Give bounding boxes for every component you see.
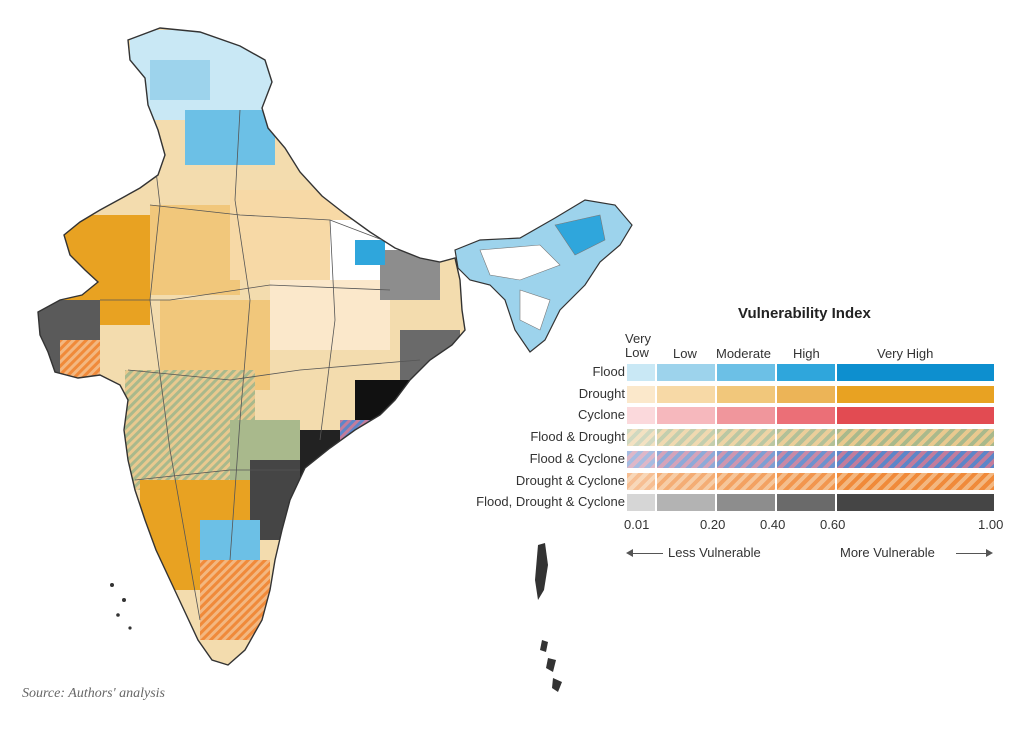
legend-swatch: [657, 494, 715, 512]
legend-swatch: [777, 472, 835, 490]
legend-swatch: [837, 385, 994, 403]
legend-row-label: Drought: [578, 385, 625, 401]
legend-swatch: [717, 450, 775, 468]
legend-row-label: Cyclone: [578, 407, 625, 423]
tick-label: 0.60: [820, 517, 846, 532]
class-label-low: Low: [673, 346, 697, 361]
legend-swatch: [837, 450, 994, 468]
legend-row-label: Drought & Cyclone: [515, 472, 625, 488]
legend-swatch: [657, 364, 715, 381]
legend-swatch: [717, 385, 775, 403]
class-label-moderate: Moderate: [716, 346, 771, 361]
legend-row-label: Flood & Drought: [530, 429, 625, 445]
legend-row: Drought & Cyclone: [440, 471, 995, 493]
more-vulnerable-label: More Vulnerable: [840, 545, 935, 560]
arrow-right-icon: [986, 549, 993, 557]
legend-row: Flood & Cyclone: [440, 449, 995, 471]
legend-row-label: Flood: [592, 364, 625, 379]
legend-swatch: [777, 407, 835, 425]
legend-row: Drought: [440, 384, 995, 406]
legend-swatch: [717, 407, 775, 425]
arrow-right-line: [956, 553, 986, 554]
legend-swatch: [627, 450, 655, 468]
legend-swatch: [627, 364, 655, 381]
legend-swatch: [627, 429, 655, 447]
legend-swatch: [657, 407, 715, 425]
class-label-very-high: Very High: [877, 346, 934, 361]
legend-row: Flood & Drought: [440, 427, 995, 449]
legend-swatch: [837, 494, 994, 512]
tick-label: 1.00: [978, 517, 1004, 532]
legend-swatch: [777, 385, 835, 403]
legend-row: Flood: [440, 362, 995, 384]
legend-swatch: [627, 407, 655, 425]
source-note: Source: Authors' analysis: [22, 686, 165, 701]
legend-swatch: [837, 364, 994, 381]
tick-label: 0.40: [760, 517, 786, 532]
legend-row-label: Flood, Drought & Cyclone: [476, 494, 625, 510]
legend-swatch: [657, 385, 715, 403]
arrow-left-icon: [626, 549, 633, 557]
legend-swatch: [657, 472, 715, 490]
class-label-very-low: Very Low: [625, 331, 652, 360]
legend-row: Cyclone: [440, 405, 995, 427]
legend-swatch: [627, 472, 655, 490]
legend-swatch: [837, 429, 994, 447]
class-label-high: High: [793, 346, 820, 361]
legend-swatch: [717, 494, 775, 512]
legend-swatch: [657, 429, 715, 447]
legend-swatch: [777, 364, 835, 381]
legend-swatch: [627, 494, 655, 512]
legend-swatch: [717, 472, 775, 490]
legend-swatch: [717, 429, 775, 447]
legend-swatch: [777, 494, 835, 512]
legend-swatch: [657, 450, 715, 468]
less-vulnerable-label: Less Vulnerable: [668, 545, 761, 560]
legend-title: Vulnerability Index: [738, 305, 871, 322]
legend-swatch: [777, 429, 835, 447]
legend-row-label: Flood & Cyclone: [529, 450, 625, 466]
legend-row: Flood, Drought & Cyclone: [440, 492, 995, 514]
legend-swatch: [837, 407, 994, 425]
tick-label: 0.01: [624, 517, 650, 532]
legend-swatch: [627, 385, 655, 403]
arrow-left-line: [633, 553, 663, 554]
legend-swatch: [777, 450, 835, 468]
legend-swatch: [837, 472, 994, 490]
tick-label: 0.20: [700, 517, 726, 532]
legend: Vulnerability Index Very Low Low Moderate Hi…: [440, 300, 1010, 570]
india-vulnerability-map: [37, 27, 633, 692]
legend-swatch: [717, 364, 775, 381]
